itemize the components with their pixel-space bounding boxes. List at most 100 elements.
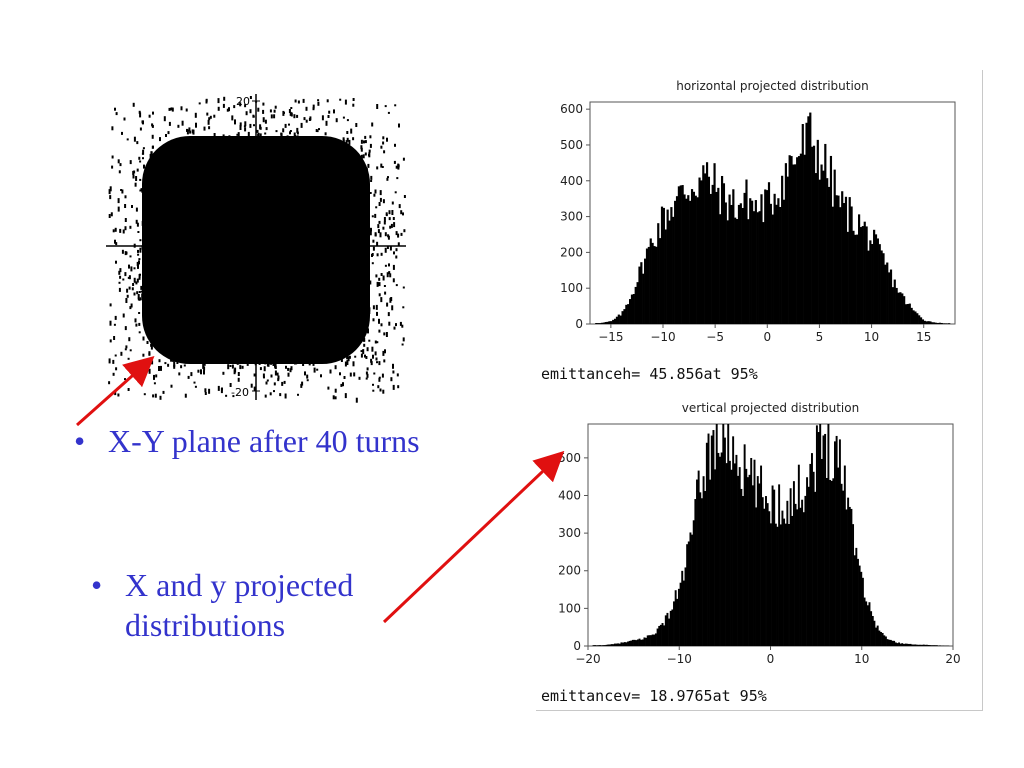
scatter-point <box>253 386 256 391</box>
scatter-point <box>308 136 311 141</box>
scatter-point <box>382 199 385 204</box>
histogram-bar <box>858 214 861 324</box>
scatter-point <box>143 269 146 274</box>
scatter-point <box>377 229 380 234</box>
scatter-point <box>145 240 148 242</box>
histogram-bar <box>857 558 859 646</box>
scatter-point <box>113 323 116 326</box>
scatter-point <box>276 138 279 140</box>
histogram-bar <box>756 212 759 324</box>
histogram-bar <box>889 269 893 324</box>
scatter-point <box>392 370 395 374</box>
histogram-bar <box>816 139 819 324</box>
scatter-point <box>388 271 391 275</box>
histogram-bar <box>842 490 845 646</box>
scatter-point <box>368 339 371 342</box>
histogram-bar <box>897 292 900 324</box>
scatter-point <box>378 377 381 382</box>
histogram-bar <box>792 164 795 324</box>
scatter-point <box>276 372 279 376</box>
scatter-point <box>208 117 211 121</box>
scatter-point <box>231 364 234 369</box>
histogram-bar <box>919 317 923 324</box>
histogram-bar <box>605 644 608 646</box>
scatter-point <box>267 140 270 145</box>
scatter-point <box>297 100 300 104</box>
scatter-point <box>266 139 269 142</box>
scatter-point <box>366 257 368 261</box>
scatter-point <box>231 115 234 121</box>
scatter-point <box>366 317 369 321</box>
scatter-point <box>250 383 253 388</box>
histogram-bar <box>689 532 692 646</box>
scatter-point <box>274 105 277 109</box>
histogram-bar <box>835 435 838 646</box>
scatter-point <box>172 144 175 149</box>
scatter-point <box>295 138 298 141</box>
scatter-point <box>128 264 130 269</box>
scatter-point <box>143 164 145 169</box>
scatter-point <box>384 247 387 253</box>
histogram-bar <box>909 643 912 646</box>
scatter-point <box>395 231 398 236</box>
scatter-point <box>135 207 138 212</box>
histogram-bar <box>750 457 753 646</box>
histogram-bar <box>676 598 679 646</box>
scatter-point <box>117 393 120 397</box>
histogram-bar <box>730 204 733 324</box>
scatter-point <box>120 351 123 356</box>
histogram-bar <box>854 234 857 324</box>
histogram-bar <box>717 452 720 646</box>
scatter-point <box>396 373 399 377</box>
scatter-point <box>240 360 243 363</box>
histogram-bar <box>659 624 662 646</box>
histogram-bar <box>839 207 842 324</box>
scatter-point <box>303 117 306 121</box>
histogram-bar <box>755 507 758 646</box>
histogram-bar <box>599 645 602 646</box>
scatter-point <box>284 123 287 128</box>
histogram-bar <box>627 304 630 324</box>
histogram-bar <box>732 189 735 324</box>
histogram-bar <box>878 244 881 324</box>
scatter-point <box>313 359 316 362</box>
scatter-point <box>334 396 337 400</box>
scatter-point <box>347 356 350 362</box>
scatter-point <box>366 223 369 228</box>
histogram-bar <box>818 179 821 324</box>
histogram-bar <box>749 198 752 324</box>
scatter-point <box>296 127 299 133</box>
histogram-bar <box>856 234 859 324</box>
scatter-point <box>312 104 315 109</box>
scatter-point <box>141 293 144 298</box>
scatter-point <box>233 105 236 109</box>
scatter-point <box>145 289 148 295</box>
y-tick-label: 500 <box>560 138 583 152</box>
scatter-point <box>314 140 317 146</box>
scatter-point <box>334 143 336 146</box>
scatter-point <box>398 123 400 128</box>
histogram-bar <box>937 645 940 646</box>
scatter-point <box>266 379 269 382</box>
scatter-point <box>262 102 265 106</box>
scatter-point <box>150 161 153 167</box>
scatter-point <box>196 358 199 364</box>
scatter-point <box>223 96 226 101</box>
histogram-bar <box>921 319 925 324</box>
scatter-point <box>188 127 191 132</box>
histogram-bar <box>707 176 711 324</box>
scatter-point <box>353 372 356 377</box>
scatter-point <box>287 372 290 377</box>
histogram-bar <box>650 635 652 646</box>
histogram-bar <box>675 196 679 324</box>
histogram-bar <box>796 509 799 646</box>
scatter-point <box>119 268 122 273</box>
histogram-bar <box>933 322 936 324</box>
scatter-point <box>386 137 388 142</box>
histogram-bar <box>760 465 763 646</box>
scatter-point <box>381 373 384 378</box>
x-tick-label: 20 <box>945 652 960 666</box>
histogram-bar <box>812 471 815 646</box>
scatter-point <box>137 263 139 269</box>
scatter-point <box>207 119 210 125</box>
